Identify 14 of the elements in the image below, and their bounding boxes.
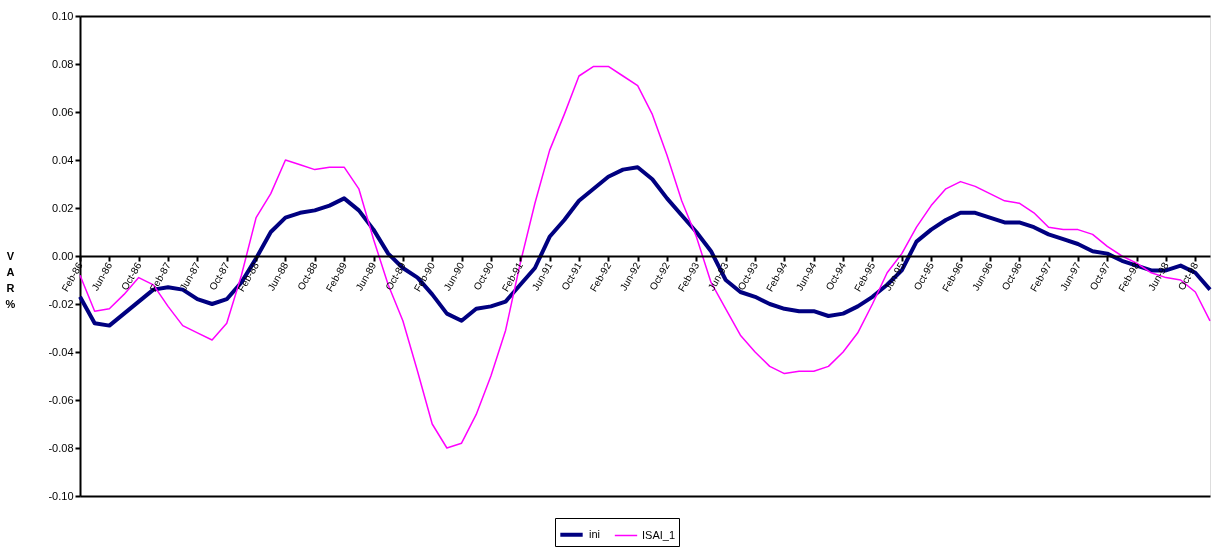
legend-label: ini (589, 527, 601, 540)
y-axis-title: VAR % (5, 249, 16, 310)
y-tick-label: 0.04 (52, 153, 74, 166)
y-tick-label: 0.08 (52, 57, 74, 70)
y-tick-label: -0.08 (48, 441, 74, 454)
y-tick-label: 0.00 (52, 249, 74, 262)
y-tick-label: 0.10 (52, 9, 74, 22)
y-tick-label: -0.02 (48, 297, 74, 310)
y-tick-label: -0.06 (48, 393, 74, 406)
legend-label: ISAI_1 (642, 528, 676, 541)
y-tick-label: 0.02 (52, 201, 74, 214)
y-tick-label: 0.06 (52, 105, 74, 118)
y-tick-label: -0.10 (48, 489, 74, 502)
y-tick-label: -0.04 (48, 345, 74, 358)
